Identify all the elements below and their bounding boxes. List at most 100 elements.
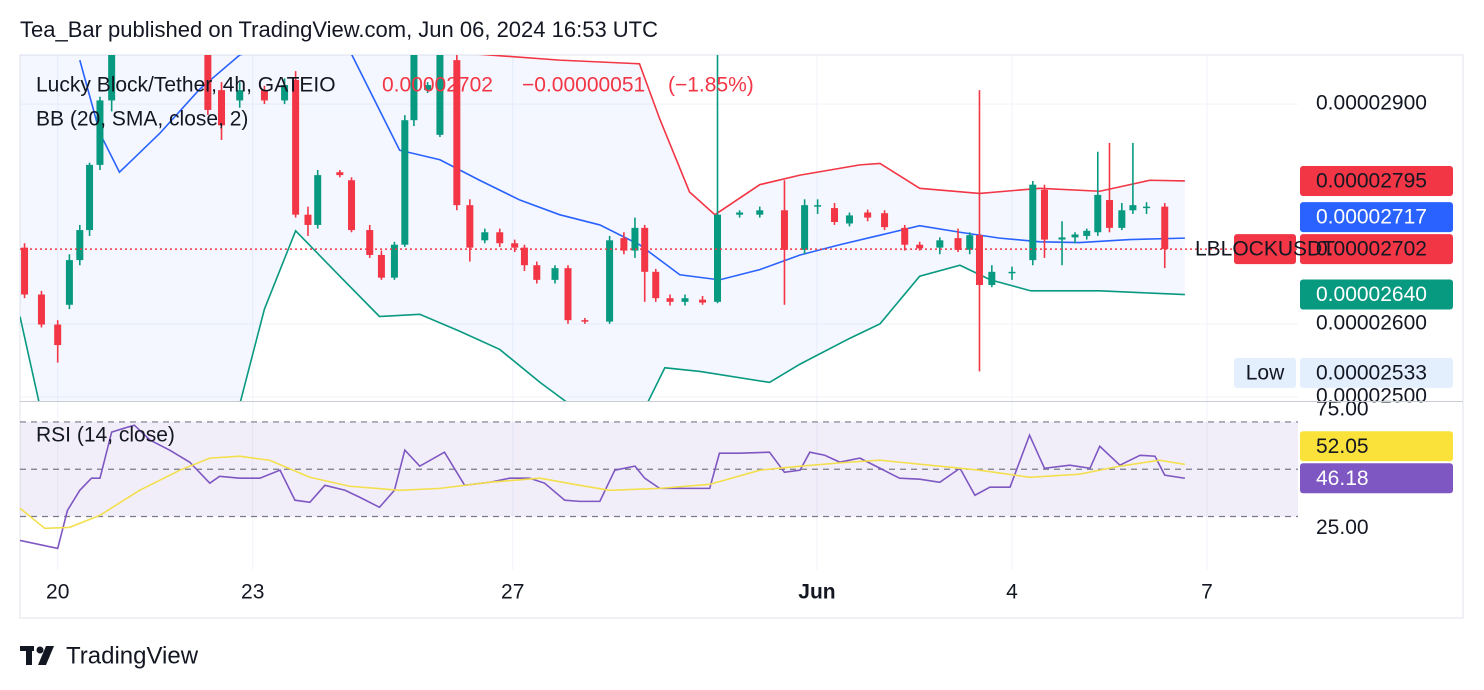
candle-body — [481, 232, 489, 241]
candle-body — [377, 254, 385, 278]
candle-body — [1161, 206, 1169, 250]
candle-body — [281, 85, 289, 101]
candle-body — [954, 238, 962, 250]
candle-body — [314, 175, 322, 225]
band-fill — [20, 55, 1185, 401]
candle-body — [988, 271, 996, 285]
candle-body — [304, 214, 312, 225]
price-tag — [1300, 357, 1453, 388]
chart-frame — [19, 54, 1464, 619]
price-tag-label: 0.00002795 — [1316, 170, 1427, 193]
candle-body — [966, 235, 974, 250]
candle-body — [204, 55, 212, 110]
candle-body — [864, 212, 872, 218]
candle-body — [714, 214, 722, 302]
candle-body — [1143, 206, 1151, 209]
y-tick-label: 75.00 — [1316, 398, 1369, 421]
brand: TradingView — [20, 642, 199, 669]
candle-body — [218, 90, 226, 126]
candle-body — [1058, 237, 1066, 240]
candle-body — [348, 180, 356, 231]
candle-body — [401, 120, 409, 245]
candle-body — [641, 227, 649, 272]
price-tag-label: 0.00002640 — [1316, 283, 1427, 306]
candle-body — [466, 205, 474, 248]
band-line — [79, 55, 1185, 281]
y-tick-label: 25.00 — [1316, 516, 1369, 539]
candle-body — [260, 90, 268, 101]
candle-body — [681, 298, 689, 302]
candle-body — [1071, 234, 1079, 238]
candle-body — [1029, 184, 1037, 261]
price-tag-label: 46.18 — [1316, 467, 1369, 490]
candle-body — [54, 324, 62, 346]
candle-body — [65, 260, 73, 305]
candle-body — [1094, 194, 1102, 233]
rsi-line — [20, 455, 1186, 530]
x-tick-label: Jun — [798, 581, 835, 604]
candle-body — [666, 298, 674, 302]
candle-body — [436, 55, 444, 135]
price-tag-label: 0.00002533 — [1316, 361, 1427, 384]
symbol-title: Lucky Block/Tether, 4h, GATEIO — [36, 74, 336, 97]
candle-body — [1040, 189, 1048, 240]
price-tag — [1300, 165, 1453, 196]
price-tag-name-box — [1234, 234, 1296, 265]
candle-body — [581, 320, 589, 322]
price-tag — [1300, 431, 1453, 462]
candle-body — [292, 79, 300, 215]
indicator-title: BB (20, SMA, close, 2) — [36, 108, 248, 131]
candle-body — [236, 90, 244, 101]
candle-body — [936, 240, 944, 248]
candle-body — [37, 294, 45, 325]
candle-body — [801, 205, 809, 250]
candle-body — [606, 240, 614, 322]
candle-body — [736, 212, 744, 215]
x-tick-label: 4 — [1006, 581, 1018, 604]
price-tag — [1300, 463, 1453, 494]
candle-body — [975, 235, 983, 285]
candle-body — [496, 232, 504, 244]
candle-body — [76, 230, 84, 261]
candle-body — [1105, 200, 1113, 228]
candle-body — [780, 210, 788, 250]
candle-body — [1118, 210, 1126, 228]
candle-body — [96, 100, 104, 165]
logo-part — [38, 646, 54, 665]
candle-body — [1083, 230, 1091, 236]
candle-body — [814, 205, 822, 207]
price-tag-label: 52.05 — [1316, 435, 1369, 458]
price-tag — [1300, 234, 1453, 265]
candle-body — [652, 271, 660, 299]
rsi-title: RSI (14, close) — [36, 424, 175, 447]
candle-body — [551, 268, 559, 280]
x-tick-label: 23 — [241, 581, 264, 604]
candle-body — [845, 215, 853, 224]
candle-body — [336, 172, 344, 176]
x-tick-label: 27 — [501, 581, 524, 604]
candle-body — [881, 213, 889, 228]
candle-body — [424, 85, 432, 91]
price-tag — [1300, 202, 1453, 233]
candle-body — [756, 210, 764, 215]
candle-body — [620, 238, 628, 251]
logo-part — [26, 646, 32, 665]
candle-body — [564, 268, 572, 321]
candle-body — [831, 208, 839, 223]
candle-body — [86, 164, 94, 231]
candle-body — [1008, 271, 1016, 274]
candle-body — [631, 227, 639, 251]
price-tag-label: 0.00002717 — [1316, 206, 1427, 229]
candle-body — [916, 244, 924, 249]
logo-part — [36, 646, 44, 654]
candle-body — [901, 227, 909, 245]
price-tag-name: LBLOCKUSDT — [1195, 238, 1335, 261]
price-tag-name: Low — [1246, 361, 1285, 384]
y-tick-label: 0.00002600 — [1316, 311, 1427, 334]
candle-body — [511, 243, 519, 248]
x-tick-label: 20 — [46, 581, 69, 604]
candle-body — [108, 55, 116, 101]
price-tag — [1300, 279, 1453, 310]
candle-body — [21, 247, 29, 295]
